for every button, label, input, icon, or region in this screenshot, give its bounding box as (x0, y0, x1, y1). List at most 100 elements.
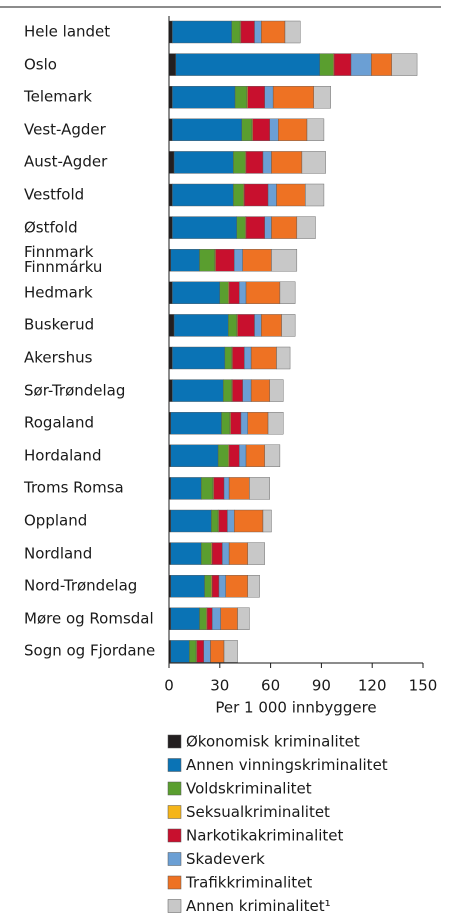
bar-segment (254, 20, 262, 44)
bar-segment (170, 640, 190, 663)
bar-segment (211, 607, 221, 630)
bar-segment (211, 542, 223, 565)
bar-segment (173, 151, 234, 174)
bar-segment (236, 216, 246, 239)
category-label: Nordland (24, 544, 93, 563)
bar-segment (225, 575, 248, 598)
bar-segment (249, 477, 270, 500)
bar-segment (228, 477, 250, 500)
category-label: Rogaland (24, 413, 95, 432)
bar-segment (203, 640, 211, 663)
bar-segment (333, 53, 352, 76)
bar-segment (213, 477, 225, 500)
category-label: Troms Romsa (24, 478, 124, 497)
bar-segment (172, 183, 234, 207)
bar-segment (168, 183, 173, 207)
bar-segment (242, 248, 272, 272)
bar-segment (211, 509, 219, 533)
bar-segment (284, 20, 301, 44)
bar-segment (261, 20, 286, 44)
bar-segment (272, 85, 314, 109)
bar-segment (168, 53, 176, 76)
bar-segment (262, 151, 272, 174)
bar-segment (168, 346, 173, 370)
bar-segment (228, 281, 240, 304)
bar-segment (230, 412, 242, 435)
category-label: Vest-Agder (24, 120, 106, 139)
bar-segment (168, 85, 173, 109)
legend-label: Skadeverk (186, 850, 265, 868)
bar-segment (232, 379, 243, 402)
category-label: Finnmark Finnmárku (24, 243, 103, 277)
bar-segment (242, 379, 252, 402)
legend-label: Trafikkriminalitet (185, 874, 312, 892)
bar-segment (217, 444, 229, 467)
bar-segment (168, 20, 173, 44)
legend-label: Narkotikakriminalitet (186, 827, 344, 845)
x-tick-label: 120 (358, 677, 387, 695)
bar-segment (233, 151, 246, 174)
bar-segment (221, 412, 231, 435)
bar-segment (240, 412, 248, 435)
legend-label: Voldskriminalitet (186, 780, 312, 798)
bar-segment (271, 216, 298, 239)
bar-segment (170, 575, 205, 598)
x-tick-label: 150 (409, 677, 438, 695)
bar-segment (264, 85, 274, 109)
category-label: Hele landet (24, 22, 111, 41)
bar-segment (240, 20, 255, 44)
bar-segment (271, 248, 298, 272)
bar-segment (170, 444, 219, 467)
category-label: Hordaland (24, 446, 102, 465)
legend-swatch (167, 875, 182, 890)
bar-segment (170, 412, 222, 435)
bar-segment (234, 85, 248, 109)
bar-segment (172, 85, 236, 109)
legend-swatch (167, 734, 182, 749)
bar-segment (245, 216, 265, 239)
category-label: Møre og Romsdal (24, 609, 154, 628)
bar-segment (222, 542, 230, 565)
bar-segment (222, 379, 232, 402)
bar-segment (199, 607, 207, 630)
bar-segment (172, 20, 232, 44)
category-label: Aust-Agder (24, 152, 108, 171)
bar-segment (306, 118, 325, 142)
bar-segment (245, 281, 281, 304)
bar-segment (281, 314, 296, 337)
category-label: Buskerud (24, 315, 95, 334)
bar-segment (271, 151, 303, 174)
bar-segment (172, 216, 237, 239)
bar-segment (206, 607, 213, 630)
bar-segment (247, 542, 265, 565)
bar-segment (168, 281, 173, 304)
bar-segment (223, 640, 238, 663)
bar-segment (239, 444, 247, 467)
bar-segment (170, 509, 212, 533)
bar-segment (269, 118, 279, 142)
category-label: Oslo (24, 55, 57, 74)
category-label: Telemark (24, 87, 92, 106)
bar-segment (296, 216, 316, 239)
bar-segment (172, 118, 243, 142)
bar-segment (252, 118, 270, 142)
x-tick-label: 30 (210, 677, 229, 695)
category-label: Nord-Trøndelag (24, 576, 138, 595)
bar-segment (211, 575, 220, 598)
bar-segment (175, 53, 320, 76)
bar-segment (170, 477, 202, 500)
legend-label: Annen kriminalitet¹ (186, 897, 331, 913)
bar-segment (219, 281, 229, 304)
bar-segment (319, 53, 334, 76)
bar-segment (276, 346, 291, 370)
bar-segment (305, 183, 325, 207)
bar-segment (200, 542, 212, 565)
bar-segment (250, 379, 270, 402)
bar-segment (172, 379, 224, 402)
bar-segment (170, 607, 200, 630)
legend-swatch (167, 805, 182, 819)
bar-segment (199, 248, 215, 272)
bar-segment (218, 575, 226, 598)
legend-swatch (167, 828, 182, 843)
